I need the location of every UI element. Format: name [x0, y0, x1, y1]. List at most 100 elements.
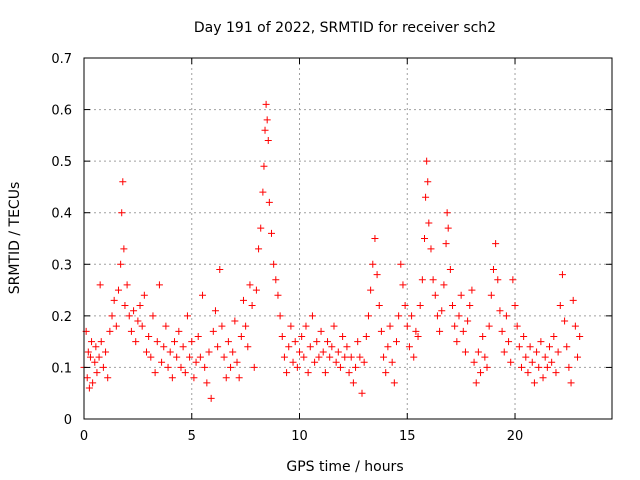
data-point [246, 281, 254, 289]
data-point [408, 312, 416, 320]
data-point [201, 363, 209, 371]
data-point [160, 343, 168, 351]
data-point [455, 312, 463, 320]
data-point [211, 307, 219, 315]
data-point [515, 343, 523, 351]
data-point [291, 338, 299, 346]
data-point [425, 219, 433, 227]
data-point [321, 369, 329, 377]
data-point [464, 317, 472, 325]
data-point [205, 348, 213, 356]
data-point [328, 343, 336, 351]
data-point [507, 358, 515, 366]
data-point [88, 338, 96, 346]
data-point [343, 343, 351, 351]
data-point [524, 369, 532, 377]
data-point [479, 332, 487, 340]
data-point [298, 332, 306, 340]
data-point [567, 379, 575, 387]
data-point [457, 291, 465, 299]
data-point [127, 327, 135, 335]
data-point [443, 209, 451, 217]
data-point [214, 343, 222, 351]
data-point [175, 327, 183, 335]
data-point [218, 322, 226, 330]
data-points [80, 100, 584, 402]
data-point [446, 265, 454, 273]
data-point [535, 363, 543, 371]
data-point [500, 348, 508, 356]
data-point [509, 276, 517, 284]
data-point [142, 348, 150, 356]
y-tick-label: 0.7 [51, 52, 72, 67]
data-point [293, 363, 301, 371]
data-point [494, 276, 502, 284]
data-point [528, 358, 536, 366]
data-point [106, 327, 114, 335]
data-point [505, 338, 513, 346]
data-point [326, 353, 334, 361]
data-point [334, 348, 342, 356]
data-point [278, 332, 286, 340]
data-point [433, 312, 441, 320]
data-point [166, 348, 174, 356]
data-point [440, 281, 448, 289]
data-point [339, 332, 347, 340]
data-point [315, 353, 323, 361]
data-point [550, 332, 558, 340]
data-point [186, 353, 194, 361]
data-point [483, 363, 491, 371]
x-axis-label: GPS time / hours [286, 459, 403, 475]
data-point [466, 302, 474, 310]
data-point [262, 100, 270, 108]
data-point [341, 353, 349, 361]
data-point [571, 322, 579, 330]
data-point [537, 338, 545, 346]
data-point [248, 302, 256, 310]
data-point [451, 322, 459, 330]
data-point [576, 332, 584, 340]
data-point [502, 312, 510, 320]
data-point [436, 327, 444, 335]
data-point [149, 312, 157, 320]
data-point [162, 322, 170, 330]
data-point [403, 322, 411, 330]
data-point [399, 281, 407, 289]
data-point [412, 327, 420, 335]
data-point [347, 353, 355, 361]
data-point [194, 332, 202, 340]
data-point [556, 302, 564, 310]
x-tick-label: 0 [80, 429, 88, 444]
data-point [132, 338, 140, 346]
data-point [257, 224, 265, 232]
x-tick-label: 5 [188, 429, 196, 444]
data-point [373, 271, 381, 279]
data-point [569, 296, 577, 304]
data-point [264, 137, 272, 145]
data-point [423, 157, 431, 165]
data-point [319, 348, 327, 356]
data-point [255, 245, 263, 253]
data-point [543, 363, 551, 371]
data-point [474, 348, 482, 356]
data-point [513, 322, 521, 330]
data-point [362, 332, 370, 340]
data-point [498, 327, 506, 335]
y-tick-label: 0.6 [51, 104, 72, 119]
y-tick-label: 0.4 [51, 207, 72, 222]
data-point [492, 240, 500, 248]
data-point [242, 322, 250, 330]
data-point [97, 338, 105, 346]
data-point [259, 188, 267, 196]
data-point [349, 379, 357, 387]
data-point [188, 338, 196, 346]
data-point [99, 363, 107, 371]
data-point [239, 296, 247, 304]
data-point [168, 374, 176, 382]
data-point [171, 338, 179, 346]
data-point [84, 348, 92, 356]
data-point [136, 302, 144, 310]
data-point [164, 363, 172, 371]
data-point [183, 312, 191, 320]
data-point [235, 374, 243, 382]
